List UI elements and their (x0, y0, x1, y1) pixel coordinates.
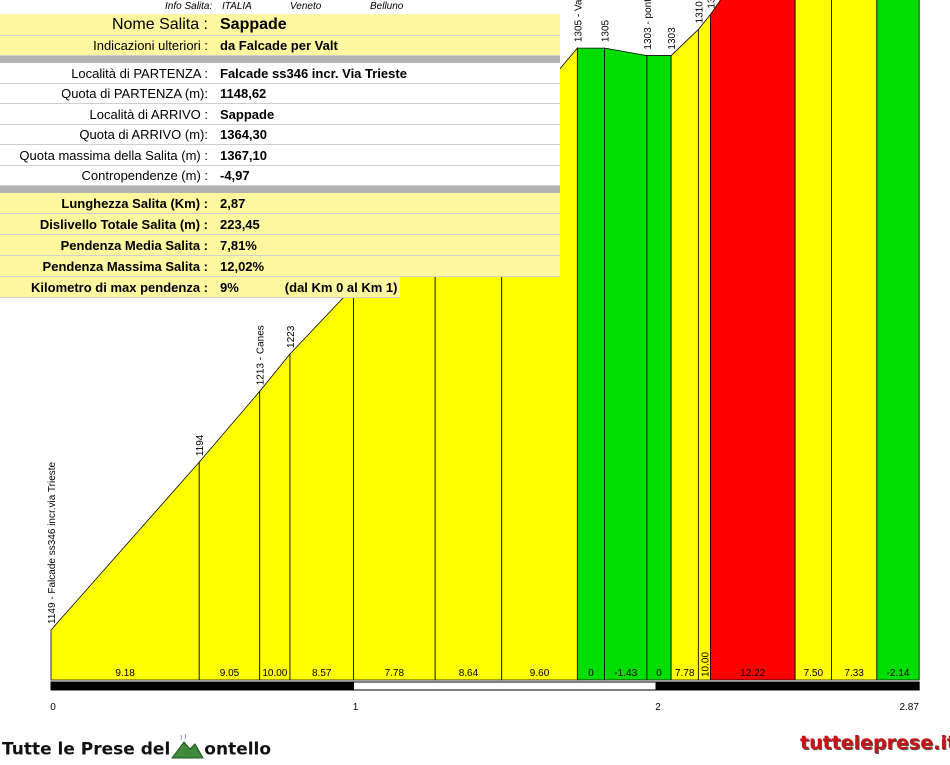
mountain-logo-icon (170, 733, 205, 765)
profile-segment (576, 47, 605, 681)
row-quota-massima: Quota massima della Salita (m) : 1367,10 (0, 145, 560, 166)
indicazioni-label: Indicazioni ulteriori : (93, 38, 208, 53)
slope-label: 9.05 (220, 668, 240, 679)
km-max-extra: (dal Km 0 al Km 1) (284, 279, 398, 295)
km-tick-label: 2 (655, 702, 661, 713)
slope-label: -1.43 (614, 668, 637, 679)
km-max-label: Kilometro di max pendenza : (31, 279, 208, 295)
point-label: 1223 (286, 325, 297, 348)
nome-salita-label: Nome Salita : (111, 15, 208, 33)
row-pendenza-massima: Pendenza Massima Salita : 12,02% (0, 256, 560, 277)
slope-label: 8.57 (312, 668, 332, 679)
row-arrivo: Località di ARRIVO : Sappade (0, 104, 560, 125)
km-tick-label: 0 (50, 702, 56, 713)
footer-brand-text-a: Tutte le Prese del (2, 739, 171, 760)
profile-segment (289, 285, 354, 681)
arrivo-value: Sappade (220, 106, 275, 122)
slope-label: 10.00 (262, 668, 287, 679)
info-header-label: Info Salita: (165, 1, 213, 12)
slope-label: 7.78 (675, 668, 695, 679)
info-header-country: ITALIA (222, 1, 252, 12)
profile-segment (259, 352, 291, 681)
dislivello-label: Dislivello Totale Salita (m) : (39, 216, 208, 232)
km-scale-segment (50, 681, 354, 691)
pendenza-massima-value: 12,02% (220, 258, 265, 274)
km-scale-segment (353, 681, 657, 691)
slope-label: 0 (656, 668, 662, 679)
point-label: 1303 - ponte (643, 0, 654, 50)
point-label: 1303 (667, 27, 678, 50)
indicazioni-value: da Falcade per Valt (220, 38, 338, 53)
info-header-region: Veneto (290, 1, 322, 12)
profile-segment (831, 0, 878, 681)
slope-label: 7.50 (804, 668, 824, 679)
lunghezza-label: Lunghezza Salita (Km) : (61, 195, 208, 211)
pendenza-media-label: Pendenza Media Salita : (60, 237, 208, 253)
quota-massima-value: 1367,10 (220, 147, 267, 163)
km-tick-label: 2.87 (899, 702, 919, 713)
point-label: 1194 (195, 434, 206, 456)
lunghezza-value: 2,87 (220, 195, 246, 211)
slope-label: 0 (588, 668, 594, 679)
slope-label: 9.18 (115, 668, 135, 679)
slope-label: -2.14 (887, 668, 910, 679)
footer-site-link[interactable]: tutteleprese.it (800, 732, 950, 754)
quota-arrivo-value: 1364,30 (220, 127, 267, 142)
row-contropendenze: Contropendenze (m) : -4,97 (0, 166, 560, 186)
slope-label: 7.78 (385, 668, 405, 679)
row-nome-salita: Nome Salita : Sappade (0, 14, 560, 36)
point-label: 1149 - Falcade ss346 incr.via Trieste (47, 461, 58, 624)
point-label: 1305 (601, 19, 612, 42)
point-label: 1305 - Valt (573, 0, 584, 42)
slope-label: 12.22 (740, 668, 765, 679)
row-indicazioni: Indicazioni ulteriori : da Falcade per V… (0, 36, 560, 56)
info-header: Info Salita: ITALIA Veneto Belluno (0, 0, 560, 14)
profile-segment (646, 55, 672, 681)
separator (0, 56, 560, 63)
row-km-max: Kilometro di max pendenza : 9% (dal Km 0… (0, 277, 400, 298)
arrivo-label: Località di ARRIVO : (89, 106, 209, 122)
point-label: 1213 - Canes (256, 325, 267, 385)
contropendenze-label: Contropendenze (m) : (81, 168, 208, 183)
slope-label: 7.33 (844, 668, 864, 679)
km-tick-label: 1 (353, 702, 359, 713)
row-quota-partenza: Quota di PARTENZA (m): 1148,62 (0, 84, 560, 104)
slope-label: 10.00 (700, 652, 711, 677)
climb-info-table: Info Salita: ITALIA Veneto Belluno Nome … (0, 0, 560, 298)
nome-salita-value: Sappade (220, 15, 287, 33)
row-partenza: Località di PARTENZA : Falcade ss346 inc… (0, 63, 560, 84)
profile-segment (50, 461, 200, 681)
pendenza-media-value: 7,81% (220, 237, 257, 253)
row-quota-arrivo: Quota di ARRIVO (m): 1364,30 (0, 125, 560, 145)
slope-label: 8.64 (459, 668, 479, 679)
quota-arrivo-label: Quota di ARRIVO (m): (79, 127, 208, 142)
point-label: 1310 - curva a sx (694, 0, 705, 23)
quota-massima-label: Quota massima della Salita (m) : (19, 147, 208, 163)
km-scale-segment (655, 681, 920, 691)
dislivello-value: 223,45 (220, 216, 260, 232)
profile-segment (198, 390, 261, 681)
row-pendenza-media: Pendenza Media Salita : 7,81% (0, 235, 560, 256)
partenza-label: Località di PARTENZA : (71, 65, 208, 81)
pendenza-massima-label: Pendenza Massima Salita : (42, 258, 208, 274)
slope-label: 9.60 (530, 668, 550, 679)
contropendenze-value: -4,97 (220, 168, 250, 183)
profile-segment (710, 0, 796, 681)
partenza-value: Falcade ss346 incr. Via Trieste (220, 65, 407, 81)
point-label: 1314 - curva a dx (706, 0, 717, 9)
profile-segment (604, 47, 648, 681)
profile-segment (697, 13, 711, 681)
profile-segment (670, 28, 699, 681)
profile-segment (876, 0, 920, 681)
km-max-value: 9% (220, 279, 239, 295)
row-dislivello: Dislivello Totale Salita (m) : 223,45 (0, 214, 560, 235)
footer-brand: Tutte le Prese del ontello (2, 733, 272, 765)
info-header-province: Belluno (370, 1, 404, 12)
quota-partenza-value: 1148,62 (220, 86, 267, 101)
profile-segment (794, 0, 832, 681)
row-lunghezza: Lunghezza Salita (Km) : 2,87 (0, 193, 560, 214)
quota-partenza-label: Quota di PARTENZA (m): (61, 86, 208, 101)
separator (0, 186, 560, 193)
footer-brand-text-b: ontello (204, 739, 272, 760)
